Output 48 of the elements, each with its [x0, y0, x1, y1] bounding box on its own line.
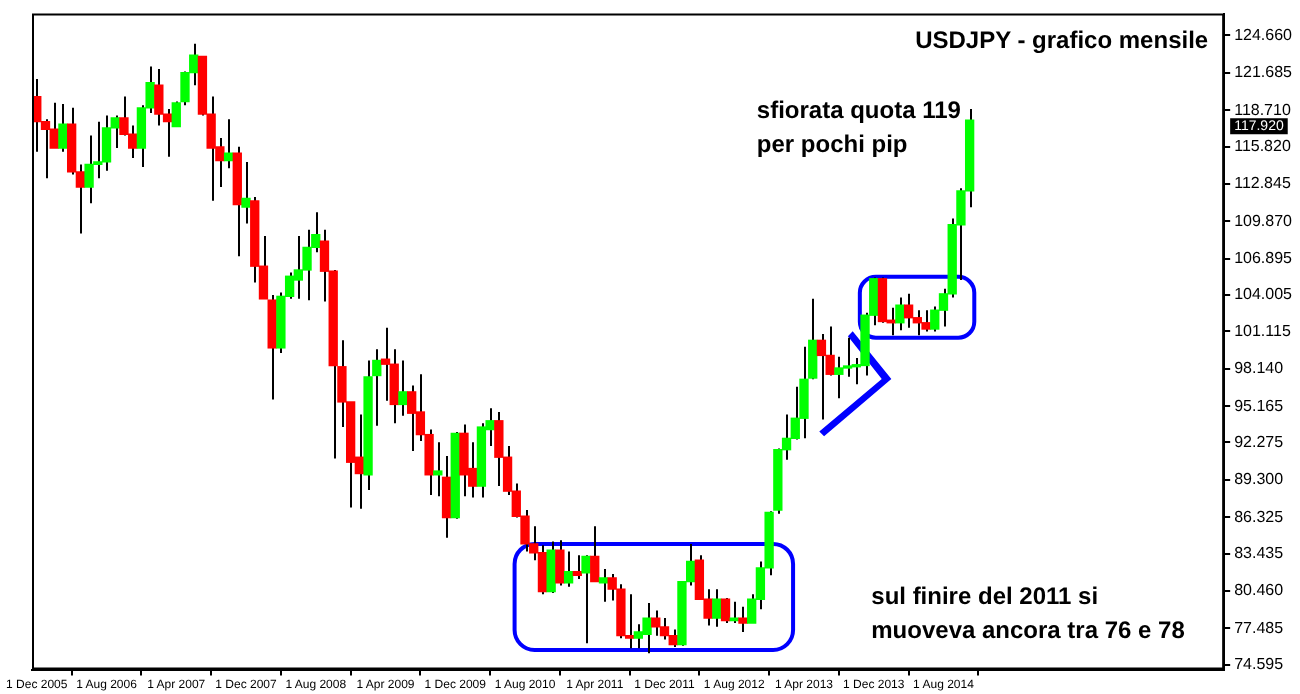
candlestick: [494, 410, 504, 488]
candlestick: [642, 602, 652, 655]
candlestick: [154, 67, 164, 127]
y-tick-label: 80.460: [1234, 581, 1285, 600]
y-tick-label: 101.115: [1234, 321, 1292, 340]
candlestick: [459, 423, 469, 498]
candlestick: [572, 554, 582, 581]
y-tick-label: 112.845: [1234, 174, 1292, 193]
y-tick-label: 74.595: [1234, 655, 1285, 674]
candlestick: [895, 296, 905, 332]
y-tick-label: 95.165: [1234, 396, 1285, 415]
y-tick-label: 106.895: [1234, 249, 1294, 268]
y-tick-label: 121.685: [1234, 63, 1294, 82]
candlestick: [398, 359, 408, 417]
candlestick: [555, 539, 565, 587]
annotation: sfiorata quota 119 per pochi pip: [756, 96, 962, 159]
text: USDJPY - grafico mensile: [915, 26, 1209, 55]
candlestick: [302, 228, 312, 302]
y-tick-label: 89.300: [1234, 470, 1285, 489]
candlestick: [651, 609, 661, 637]
candlestick: [581, 554, 591, 645]
y-tick-label: 104.005: [1234, 285, 1294, 304]
y-tick-label: 92.275: [1234, 432, 1285, 451]
candlestick: [738, 605, 748, 633]
candlestick: [598, 568, 609, 603]
y-tick-label: 109.870: [1234, 211, 1294, 230]
candlestick: [712, 588, 722, 628]
annotation: sul finire del 2011 si muoveva ancora tra 76 e 78: [871, 581, 1186, 644]
candlestick: [816, 333, 827, 421]
y-tick-label: 83.435: [1234, 543, 1285, 562]
y-tick-label: 115.820: [1234, 136, 1292, 155]
y-tick-label: 124.660: [1234, 25, 1294, 44]
y-tick-label: 118.710: [1234, 100, 1292, 119]
candlestick: [720, 596, 731, 625]
candlestick: [903, 292, 914, 329]
candlestick: [223, 118, 234, 170]
y-tick-label: 98.140: [1234, 359, 1285, 378]
y-tick-label: 86.325: [1234, 507, 1285, 526]
candlestick: [799, 345, 809, 440]
candlestick: [58, 103, 68, 153]
y-tick-label: 77.485: [1234, 618, 1285, 637]
candlestick: [834, 355, 844, 400]
candlestick: [877, 276, 888, 324]
candlestick: [921, 309, 931, 333]
candlestick: [433, 441, 443, 498]
candlestick: [563, 550, 574, 588]
candlestick: [101, 114, 112, 172]
candlestick: [659, 617, 670, 641]
